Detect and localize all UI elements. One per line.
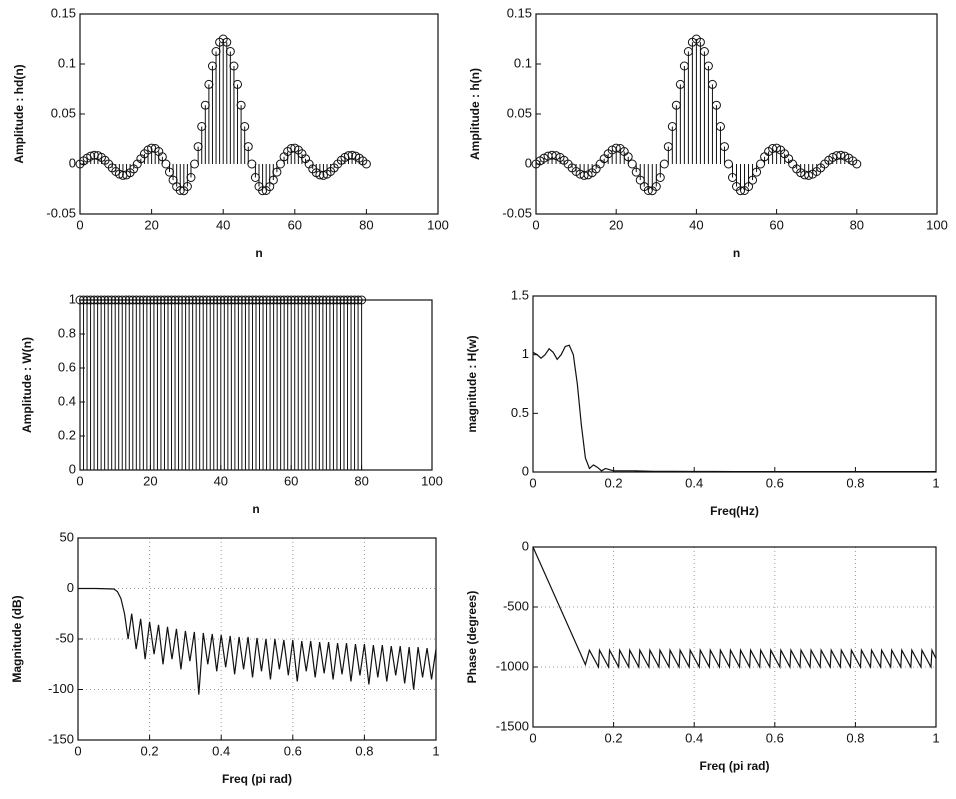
x-tick-label: 1 xyxy=(432,743,439,758)
y-tick-label: -1000 xyxy=(496,658,529,673)
x-tick-label: 1 xyxy=(932,475,939,490)
y-tick-label: 0.1 xyxy=(514,55,532,70)
x-axis-label: n xyxy=(733,246,740,260)
x-tick-label: 0.6 xyxy=(766,475,784,490)
y-tick-label: 0.15 xyxy=(51,5,76,20)
x-tick-label: 60 xyxy=(288,217,302,232)
x-tick-label: 0.8 xyxy=(355,743,373,758)
y-tick-label: 0.2 xyxy=(58,427,76,442)
plot-area xyxy=(533,547,936,727)
subplot: 0 0.2 0.4 0.6 0.8 1 -150 -100 -50 0 50 Freq (pi rad… xyxy=(10,529,439,786)
figure: 020406080100-0.0500.050.10.15nAmplitude … xyxy=(0,0,956,799)
x-tick-label: 1 xyxy=(932,730,939,745)
y-tick-label: 0.1 xyxy=(58,55,76,70)
x-tick-label: 80 xyxy=(359,217,373,232)
x-tick-label: 0.4 xyxy=(685,475,703,490)
x-tick-label: 100 xyxy=(421,473,443,488)
y-tick-label: -100 xyxy=(48,681,74,696)
x-axis-label: Freq (pi rad) xyxy=(222,772,292,786)
subplot: 0 0.2 0.4 0.6 0.8 1 0 0.5 1 1.5 Freq(Hz) magnitude … xyxy=(465,287,939,518)
x-tick-label: 100 xyxy=(427,217,449,232)
y-axis-label: Amplitude : h(n) xyxy=(468,68,482,160)
y-tick-label: 0.8 xyxy=(58,325,76,340)
y-tick-label: 0 xyxy=(522,463,529,478)
x-tick-label: 100 xyxy=(926,217,948,232)
y-tick-label: 0 xyxy=(69,155,76,170)
y-axis-label: Amplitude : hd(n) xyxy=(12,64,26,163)
x-tick-label: 0.6 xyxy=(284,743,302,758)
x-tick-label: 0.4 xyxy=(212,743,230,758)
x-axis-label: n xyxy=(255,246,262,260)
y-axis-label: Amplitude : W(n) xyxy=(20,337,34,433)
x-axis-label: Freq(Hz) xyxy=(710,504,759,518)
x-tick-label: 0 xyxy=(529,475,536,490)
y-tick-label: 0.05 xyxy=(51,105,76,120)
x-tick-label: 0.8 xyxy=(846,475,864,490)
x-tick-label: 0 xyxy=(74,743,81,758)
x-tick-label: 0.2 xyxy=(605,730,623,745)
x-tick-label: 60 xyxy=(769,217,783,232)
y-tick-label: 0.5 xyxy=(511,405,529,420)
x-tick-label: 0.6 xyxy=(766,730,784,745)
x-tick-label: 20 xyxy=(144,217,158,232)
x-tick-label: 0 xyxy=(76,473,83,488)
y-tick-label: 1.5 xyxy=(511,287,529,302)
x-tick-label: 0 xyxy=(76,217,83,232)
x-tick-label: 40 xyxy=(689,217,703,232)
x-tick-label: 0.8 xyxy=(846,730,864,745)
x-tick-label: 0.4 xyxy=(685,730,703,745)
y-tick-label: 1 xyxy=(69,291,76,306)
x-axis-label: n xyxy=(252,502,259,516)
x-tick-label: 0.2 xyxy=(605,475,623,490)
x-axis-label: Freq (pi rad) xyxy=(699,759,769,773)
plot-area xyxy=(533,296,936,472)
x-tick-label: 40 xyxy=(216,217,230,232)
y-tick-label: 0.6 xyxy=(58,359,76,374)
y-tick-label: 0.4 xyxy=(58,393,76,408)
x-tick-label: 20 xyxy=(143,473,157,488)
y-tick-label: -150 xyxy=(48,731,74,746)
x-tick-label: 80 xyxy=(850,217,864,232)
y-tick-label: -1500 xyxy=(496,718,529,733)
x-tick-label: 0.2 xyxy=(141,743,159,758)
y-tick-label: -0.05 xyxy=(502,205,532,220)
x-tick-label: 20 xyxy=(609,217,623,232)
y-axis-label: magnitude : H(w) xyxy=(465,335,479,432)
y-tick-label: 0 xyxy=(525,155,532,170)
y-axis-label: Phase (degrees) xyxy=(465,591,479,684)
y-tick-label: 1 xyxy=(522,346,529,361)
y-tick-label: -50 xyxy=(55,630,74,645)
x-tick-label: 0 xyxy=(529,730,536,745)
y-tick-label: 50 xyxy=(60,529,74,544)
y-tick-label: 0.05 xyxy=(507,105,532,120)
x-tick-label: 40 xyxy=(214,473,228,488)
x-tick-label: 0 xyxy=(532,217,539,232)
x-tick-label: 60 xyxy=(284,473,298,488)
y-tick-label: -500 xyxy=(503,598,529,613)
y-axis-label: Magnitude (dB) xyxy=(10,595,24,682)
subplot: 0 0.2 0.4 0.6 0.8 1 -1500 -1000 -500 0 Freq (pi ra… xyxy=(465,538,939,773)
y-tick-label: -0.05 xyxy=(46,205,76,220)
y-tick-label: 0 xyxy=(69,461,76,476)
y-tick-label: 0 xyxy=(522,538,529,553)
y-tick-label: 0 xyxy=(67,580,74,595)
subplot: 0 20 40 60 80 100 0 0.2 0.4 0.6 0.8 1 n Amplitude : W… xyxy=(20,291,443,516)
y-tick-label: 0.15 xyxy=(507,5,532,20)
x-tick-label: 80 xyxy=(354,473,368,488)
